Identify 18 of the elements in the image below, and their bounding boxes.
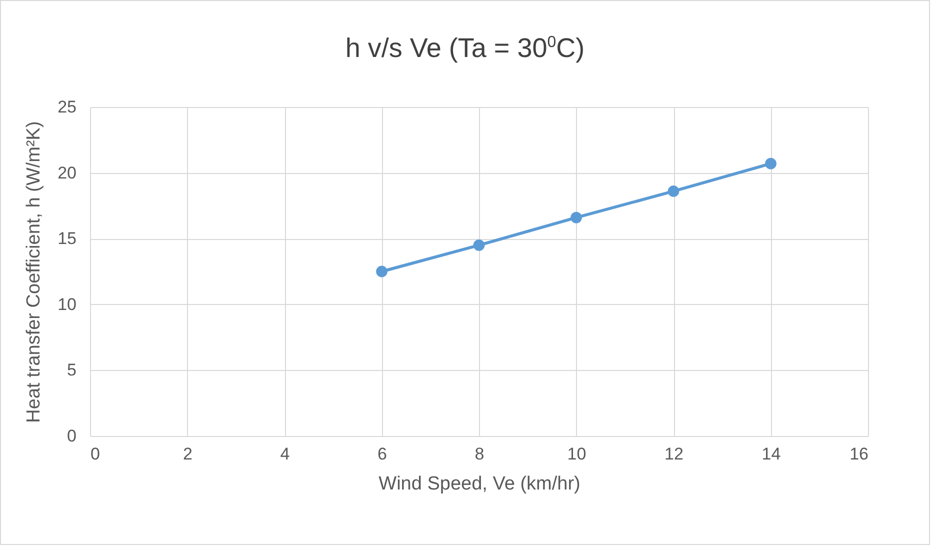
- y-tick-label: 25: [58, 98, 76, 116]
- x-tick-label: 0: [90, 444, 100, 464]
- x-tick-label: 2: [183, 444, 192, 464]
- y-tick-label: 5: [67, 360, 76, 380]
- y-tick-label: 20: [58, 163, 76, 182]
- chart-title: h v/s Ve (Ta = 30$^{0}$C): [344, 33, 586, 64]
- y-tick-label: 10: [58, 294, 76, 314]
- y-axis-title: Heat transfer Coefficient, h (W/m²K): [24, 121, 45, 423]
- x-tick-label: 14: [762, 444, 781, 464]
- x-tick-label: 12: [664, 444, 684, 464]
- y-tick-label: 15: [58, 229, 76, 248]
- x-tick-label: 8: [474, 444, 484, 464]
- x-tick-label: 16: [850, 444, 868, 464]
- x-tick-label: 10: [567, 444, 586, 464]
- x-tick-label: 4: [280, 444, 290, 464]
- y-tick-label: 0: [67, 426, 76, 446]
- x-tick-label: 6: [378, 444, 387, 464]
- x-axis-title: Wind Speed, Ve (km/hr): [378, 474, 580, 494]
